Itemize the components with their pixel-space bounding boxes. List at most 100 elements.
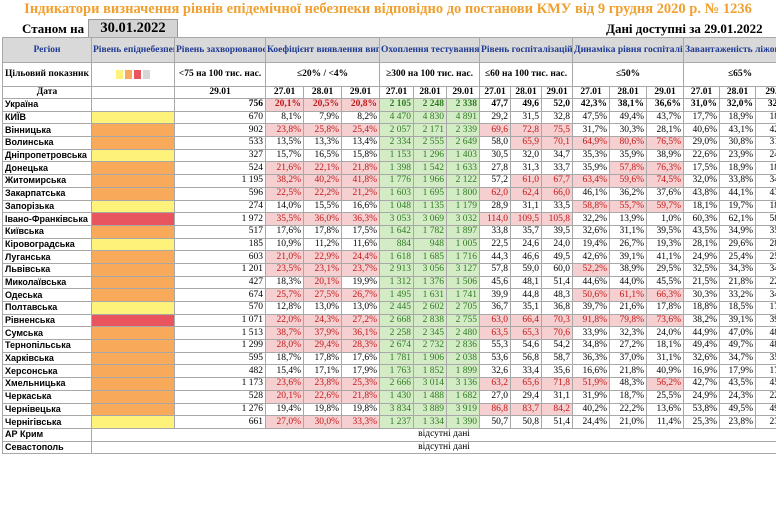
date-col: 28.01 — [609, 86, 648, 99]
det-value: 20,1% — [265, 389, 304, 404]
det-value: 21,6% — [265, 161, 304, 176]
det-value: 22,9% — [303, 250, 342, 264]
beds-value: 18,9% — [719, 110, 757, 125]
tst-value: 2 602 — [413, 301, 447, 315]
dyn-value: 31,7% — [572, 123, 611, 138]
tst-value: 1 966 — [413, 174, 447, 188]
det-value: 27,2% — [341, 313, 380, 328]
det-value: 36,1% — [341, 326, 380, 341]
det-value: 33,3% — [341, 415, 380, 429]
date-incidence: 29.01 — [174, 86, 266, 99]
tst-value: 3 014 — [413, 377, 447, 391]
tst-value: 1 618 — [379, 250, 414, 264]
hosp-value: 39,9 — [479, 288, 512, 302]
tst-value: 2 345 — [413, 326, 447, 341]
beds-value: 22,8% — [755, 389, 776, 404]
det-value: 23,8% — [303, 377, 342, 391]
table-row: Херсонська 482 15,4% 17,1% 17,9% 1 763 1 852 1 … — [2, 364, 776, 379]
dyn-value: 40,2% — [572, 402, 611, 417]
tst-value: 3 889 — [413, 402, 447, 417]
dyn-value: 80,6% — [609, 136, 648, 150]
dyn-value: 13,6% — [646, 402, 685, 417]
dyn-value: 17,8% — [646, 301, 685, 315]
dyn-value: 32,2% — [572, 212, 611, 226]
dyn-value: 42,6% — [572, 250, 611, 264]
dyn-value: 39,1% — [609, 250, 648, 264]
table-row: КИЇВ 670 8,1% 7,9% 8,2% 4 470 4 830 4 891 29,2 31… — [2, 110, 776, 125]
incidence-value: 528 — [174, 389, 266, 404]
target-label: Цільовий показник — [2, 62, 92, 87]
beds-value: 29,0% — [683, 136, 721, 150]
level-cell — [91, 98, 175, 112]
dyn-value: 74,5% — [646, 174, 685, 188]
dyn-value: 38,1% — [609, 98, 648, 112]
det-value: 23,6% — [265, 377, 304, 391]
beds-value: 34,7% — [719, 351, 757, 366]
dyn-value: 35,9% — [572, 161, 611, 176]
incidence-value: 570 — [174, 301, 266, 315]
region-name: Житомирська — [2, 174, 92, 188]
beds-value: 33,8% — [719, 174, 757, 188]
dyn-value: 57,8% — [609, 161, 648, 176]
tst-value: 3 056 — [413, 262, 447, 277]
det-value: 12,8% — [265, 301, 304, 315]
incidence-value: 902 — [174, 123, 266, 138]
table-row: Севастополь відсутні дані — [2, 440, 776, 455]
dyn-value: 73,6% — [646, 313, 685, 328]
region-name: Львівська — [2, 262, 92, 277]
beds-value: 28,1% — [683, 237, 721, 252]
region-name: Закарпатська — [2, 186, 92, 201]
incidence-value: 1 299 — [174, 339, 266, 353]
tst-value: 1 633 — [445, 161, 481, 176]
det-value: 25,3% — [341, 377, 380, 391]
table-row: Київська 517 17,6% 17,8% 17,5% 1 642 1 782 1 89… — [2, 224, 776, 239]
beds-value: 43,5% — [719, 377, 757, 391]
date-col: 28.01 — [303, 86, 342, 99]
dyn-value: 21,8% — [609, 364, 648, 379]
status-label: Станом на — [22, 21, 85, 36]
beds-value: 24,3% — [755, 148, 776, 163]
region-name: Дніпропетровська — [2, 148, 92, 163]
region-name: Чернігівська — [2, 415, 92, 429]
level-cell — [91, 351, 175, 366]
level-cell — [91, 123, 175, 138]
det-value: 16,6% — [341, 199, 380, 214]
det-value: 17,8% — [303, 351, 342, 366]
dyn-value: 11,4% — [646, 415, 685, 429]
tst-value: 2 038 — [445, 351, 481, 366]
tst-value: 2 668 — [379, 313, 414, 328]
dyn-value: 56,2% — [646, 377, 685, 391]
target-beds: ≤65% — [683, 62, 776, 87]
beds-value: 47,0% — [719, 326, 757, 341]
legend-swatch — [116, 69, 123, 79]
hosp-value: 31,1 — [510, 199, 543, 214]
hosp-value: 44,8 — [510, 288, 543, 302]
hosp-value: 75,5 — [541, 123, 574, 138]
tst-value: 3 136 — [445, 377, 481, 391]
tst-value: 1 390 — [445, 415, 481, 429]
legend-swatch — [143, 69, 150, 79]
beds-value: 31,0% — [683, 98, 721, 112]
header-hosp-dyn: Динаміка рівня госпіталізацій — [572, 37, 685, 63]
hosp-value: 72,8 — [510, 123, 543, 138]
hosp-value: 58,0 — [479, 136, 512, 150]
tst-value: 1 776 — [379, 174, 414, 188]
det-value: 28,3% — [341, 339, 380, 353]
tst-value: 2 445 — [379, 301, 414, 315]
hosp-value: 31,1 — [541, 389, 574, 404]
beds-value: 22,6% — [683, 148, 721, 163]
hosp-value: 66,4 — [510, 313, 543, 328]
det-value: 13,4% — [341, 136, 380, 150]
det-value: 27,0% — [265, 415, 304, 429]
beds-value: 30,3% — [683, 288, 721, 302]
hosp-value: 33,4 — [510, 364, 543, 379]
table-row: Вінницька 902 23,8% 25,8% 25,4% 2 057 2 171 2 3… — [2, 123, 776, 138]
incidence-value: 661 — [174, 415, 266, 429]
det-value: 19,8% — [303, 402, 342, 417]
hosp-value: 63,2 — [479, 377, 512, 391]
beds-value: 18,8% — [683, 301, 721, 315]
det-value: 18,7% — [265, 351, 304, 366]
status-line: Станом на 30.01.2022 Дані доступні за 29… — [0, 19, 776, 38]
hosp-value: 57,2 — [479, 174, 512, 188]
dyn-value: 64,9% — [572, 136, 611, 150]
